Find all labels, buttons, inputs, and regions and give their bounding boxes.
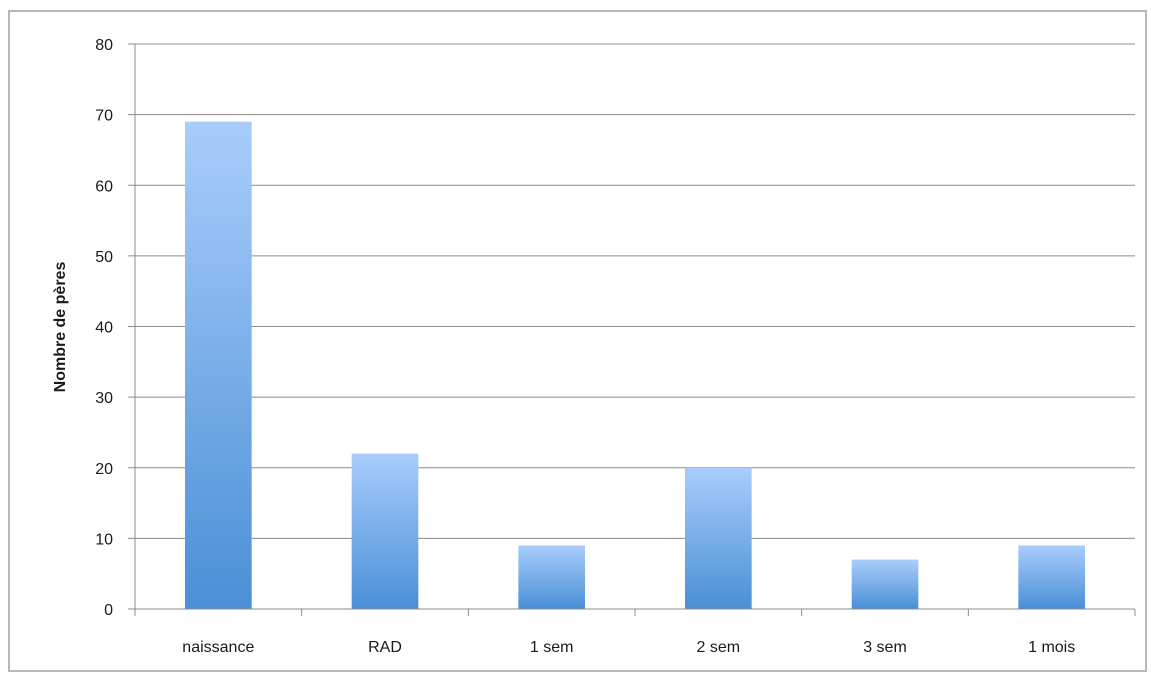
y-tick-label: 80	[95, 37, 113, 54]
y-tick-label: 10	[95, 531, 113, 548]
x-tick-label: 2 sem	[697, 639, 741, 656]
y-tick-label: 40	[95, 320, 113, 337]
bars	[185, 121, 1085, 609]
x-tick-label: RAD	[368, 639, 402, 656]
y-tick-label: 0	[104, 602, 113, 619]
bar-naissance	[185, 121, 252, 609]
x-tick-label: naissance	[182, 639, 254, 656]
x-tick-label: 3 sem	[863, 639, 907, 656]
y-tick-label: 30	[95, 390, 113, 407]
y-tick-label: 70	[95, 108, 113, 125]
gridlines	[135, 43, 1135, 539]
y-tick-label: 60	[95, 178, 113, 195]
y-tick-label: 50	[95, 249, 113, 266]
y-axis-title: Nombre de pères	[52, 262, 69, 393]
y-tick-label: 20	[95, 461, 113, 478]
bar-RAD	[351, 453, 419, 609]
bar-3-sem	[851, 559, 919, 609]
tick-labels: 0 10 20 30 40 50 60 70 80 naissance RAD 1 sem 2 sem 3…	[95, 37, 1075, 656]
x-tick-label: 1 sem	[530, 639, 574, 656]
axes	[128, 43, 1136, 616]
bar-1-mois	[1018, 545, 1085, 609]
x-tick-label: 1 mois	[1028, 639, 1075, 656]
bar-2-sem	[685, 467, 752, 609]
bar-1-sem	[518, 545, 585, 609]
